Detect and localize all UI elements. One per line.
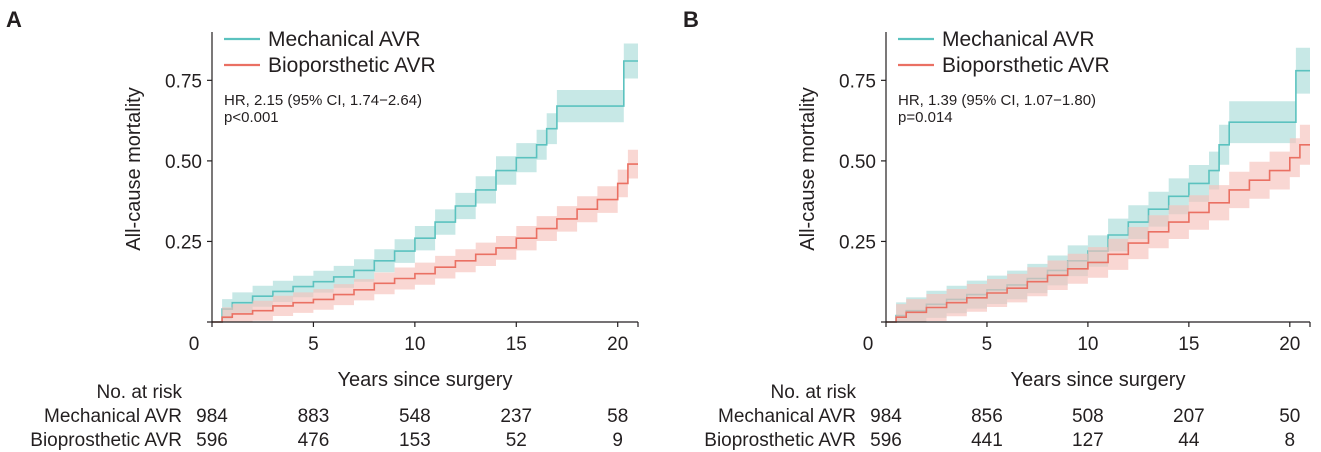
x-tick-label: 0 [189, 334, 200, 355]
p-value-text: p=0.014 [898, 109, 953, 126]
panel-label: B [683, 7, 699, 32]
legend-entry: Bioporsthetic AVR [942, 54, 1110, 77]
hazard-ratio-text: HR, 1.39 (95% CI, 1.07−1.80) [898, 92, 1096, 109]
y-axis-title: All-cause mortality [123, 87, 145, 250]
risk-count: 548 [399, 406, 431, 427]
p-value-text: p<0.001 [224, 109, 279, 126]
risk-count: 50 [1279, 406, 1300, 427]
risk-count: 58 [607, 406, 628, 427]
y-tick-label: 0.25 [165, 232, 202, 253]
y-tick-label: 0.25 [839, 232, 876, 253]
bioprosthetic-ci-band [212, 149, 638, 322]
risk-row-label: Bioprosthetic AVR [30, 430, 182, 451]
mechanical-ci-band [212, 43, 638, 322]
legend-entry: Mechanical AVR [268, 28, 421, 51]
x-tick-label: 5 [308, 334, 319, 355]
x-tick-label: 5 [982, 334, 993, 355]
risk-count: 984 [870, 406, 902, 427]
y-tick-label: 0.50 [165, 152, 202, 173]
x-tick-label: 0 [863, 334, 874, 355]
risk-row-label: Bioprosthetic AVR [704, 430, 856, 451]
panel-a: A 0.25 0.50 0.75 0 5 10 15 20 Years since surgery… [6, 7, 639, 451]
risk-row-label: Mechanical AVR [718, 406, 856, 427]
y-tick-label: 0.50 [839, 152, 876, 173]
legend-entry: Mechanical AVR [942, 28, 1095, 51]
x-tick-label: 20 [1279, 334, 1300, 355]
bioprosthetic-curve [886, 144, 1310, 323]
bioprosthetic-ci-band [886, 124, 1310, 322]
risk-table-header: No. at risk [96, 382, 182, 403]
x-tick-label: 10 [404, 334, 425, 355]
risk-count: 9 [612, 430, 623, 451]
risk-row-label: Mechanical AVR [44, 406, 182, 427]
risk-count: 237 [500, 406, 532, 427]
risk-count: 52 [506, 430, 527, 451]
y-tick-label: 0.75 [839, 71, 876, 92]
x-axis-title: Years since surgery [338, 369, 513, 391]
x-tick-label: 15 [506, 334, 527, 355]
risk-count: 596 [870, 430, 902, 451]
x-tick-label: 20 [607, 334, 628, 355]
x-tick-label: 10 [1077, 334, 1098, 355]
risk-table-header: No. at risk [770, 382, 856, 403]
x-axis-title: Years since surgery [1011, 369, 1186, 391]
panel-b: B 0.25 0.50 0.75 0 5 10 15 20 Years since surgery… [683, 7, 1311, 451]
risk-count: 441 [971, 430, 1003, 451]
risk-count: 883 [298, 406, 330, 427]
y-tick-label: 0.75 [165, 71, 202, 92]
risk-count: 508 [1072, 406, 1104, 427]
risk-count: 207 [1173, 406, 1205, 427]
risk-count: 8 [1285, 430, 1296, 451]
legend-entry: Bioporsthetic AVR [268, 54, 436, 77]
panel-label: A [6, 7, 22, 32]
y-axis-title: All-cause mortality [797, 87, 819, 250]
risk-count: 153 [399, 430, 431, 451]
hazard-ratio-text: HR, 2.15 (95% CI, 1.74−2.64) [224, 92, 422, 109]
x-tick-label: 15 [1178, 334, 1199, 355]
risk-count: 984 [196, 406, 228, 427]
risk-count: 856 [971, 406, 1003, 427]
bioprosthetic-curve [212, 163, 638, 323]
mechanical-curve [212, 60, 638, 323]
risk-count: 596 [196, 430, 228, 451]
risk-count: 127 [1072, 430, 1104, 451]
risk-count: 476 [298, 430, 330, 451]
risk-count: 44 [1178, 430, 1200, 451]
